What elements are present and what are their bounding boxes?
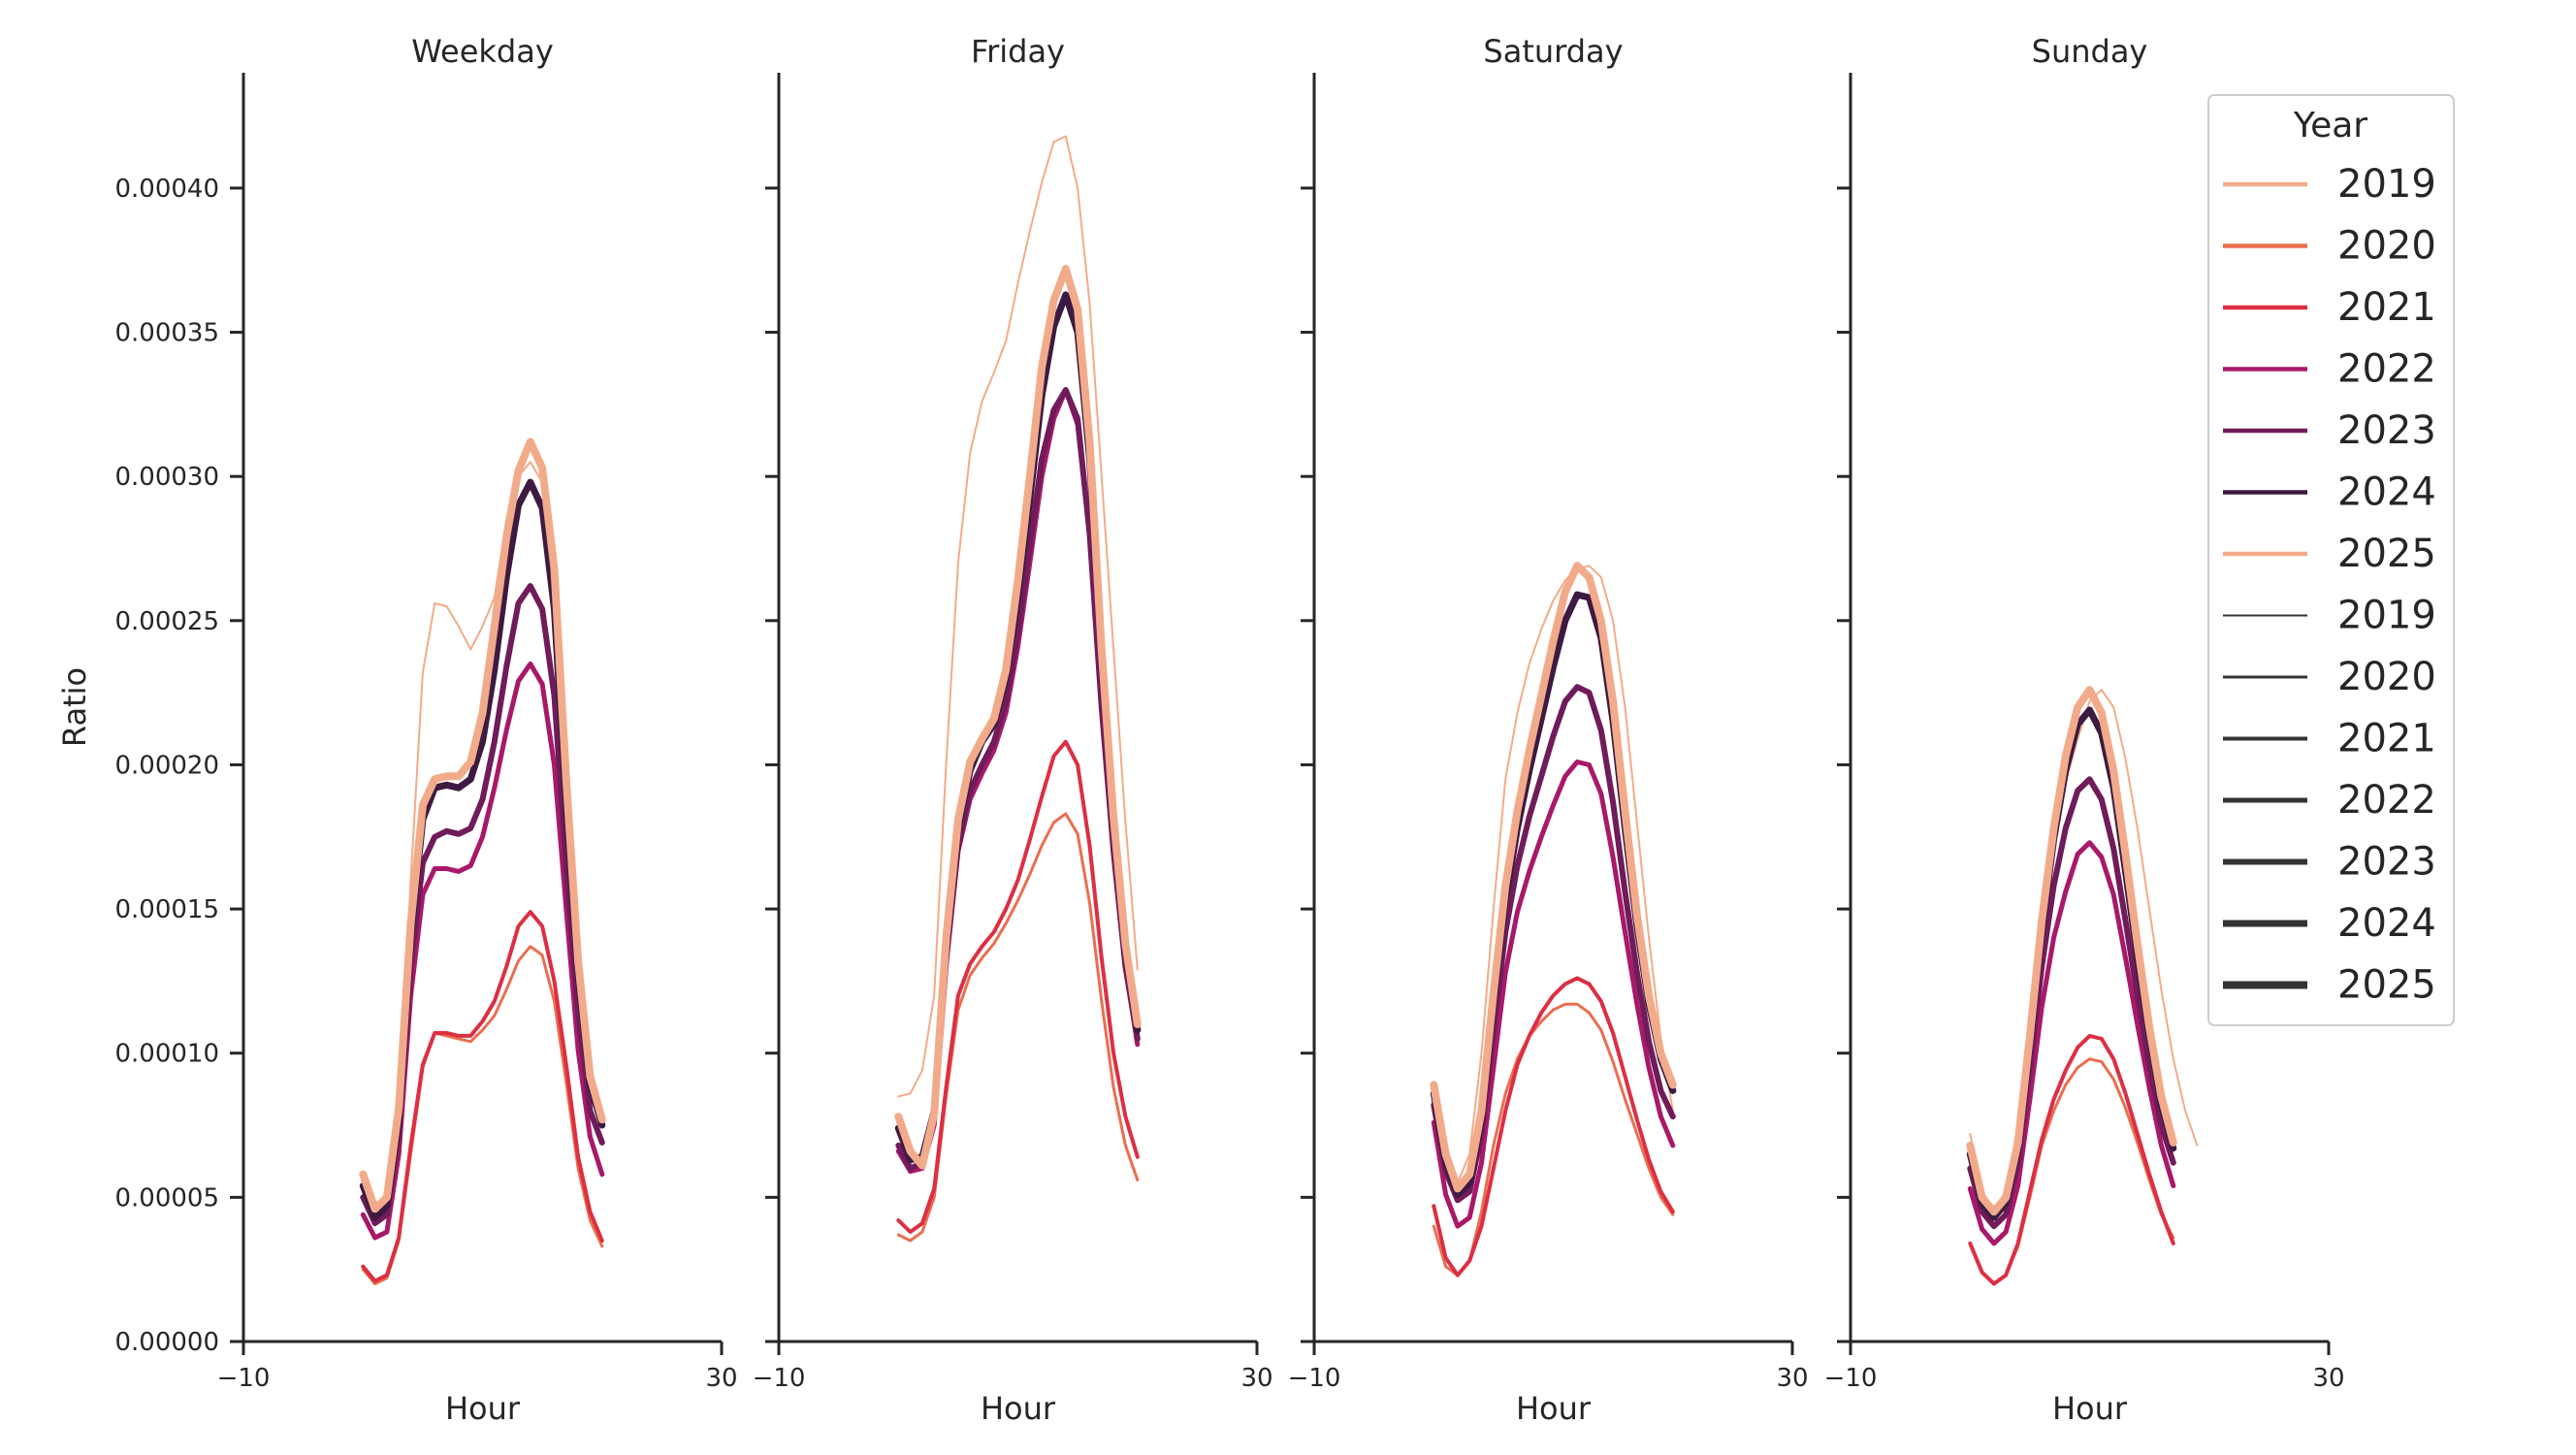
panel-title: Sunday	[2032, 33, 2148, 70]
panel-title: Friday	[971, 33, 1065, 70]
legend-label: 2019	[2337, 594, 2436, 638]
legend-label: 2025	[2337, 532, 2436, 576]
legend-label: 2022	[2337, 347, 2436, 392]
x-tick-label: −10	[1824, 1364, 1878, 1393]
y-tick-label: 0.00035	[114, 319, 219, 348]
x-tick-label: −10	[217, 1364, 271, 1393]
series-line-2021	[1968, 1033, 2175, 1286]
legend-label: 2021	[2337, 717, 2436, 761]
series-line-2023	[895, 387, 1141, 1172]
series-line-2022	[1431, 760, 1676, 1229]
x-tick-label: −10	[1288, 1364, 1341, 1393]
series-line-2025	[894, 265, 1142, 1170]
x-axis-label: Hour	[445, 1390, 521, 1427]
x-tick-label: 30	[1240, 1364, 1272, 1393]
series-line-2025	[359, 437, 606, 1213]
legend-label: 2023	[2337, 408, 2436, 453]
y-tick-label: 0.00040	[114, 175, 219, 204]
legend-label: 2019	[2337, 162, 2436, 207]
series-line-2020	[1432, 1002, 1675, 1277]
x-tick-label: 30	[2312, 1364, 2344, 1393]
series-line-2022	[895, 387, 1141, 1175]
x-tick-label: 30	[705, 1364, 737, 1393]
y-tick-label: 0.00020	[114, 751, 219, 780]
series-line-2022	[1967, 840, 2176, 1246]
legend-box	[2207, 94, 2455, 1026]
legend-label: 2023	[2337, 840, 2436, 885]
y-tick-label: 0.00005	[114, 1183, 219, 1212]
series-line-2025	[1966, 686, 2177, 1216]
y-tick-label: 0.00000	[114, 1328, 219, 1357]
y-tick-label: 0.00030	[114, 463, 219, 492]
legend-label: 2021	[2337, 285, 2436, 330]
x-axis-label: Hour	[2052, 1390, 2128, 1427]
series-line-2019	[897, 135, 1139, 1098]
series-line-2020	[1968, 1057, 2175, 1285]
legend-label: 2020	[2337, 224, 2436, 269]
y-axis-label: Ratio	[56, 667, 93, 747]
legend-label: 2024	[2337, 901, 2436, 946]
series-line-2021	[1432, 976, 1675, 1277]
x-axis-label: Hour	[1516, 1390, 1592, 1427]
legend-label: 2024	[2337, 470, 2436, 515]
panel-title: Saturday	[1483, 33, 1623, 70]
y-tick-label: 0.00015	[114, 895, 219, 924]
legend-label: 2020	[2337, 655, 2436, 699]
legend-label: 2022	[2337, 778, 2436, 823]
x-axis-label: Hour	[981, 1390, 1056, 1427]
legend-label: 2025	[2337, 963, 2436, 1008]
legend-title: Year	[2293, 106, 2367, 146]
series-line-2021	[896, 739, 1140, 1234]
panel-title: Weekday	[411, 33, 554, 70]
series-line-2023	[1967, 776, 2176, 1230]
y-tick-label: 0.00025	[114, 607, 219, 636]
x-tick-label: −10	[753, 1364, 806, 1393]
series-line-2025	[1430, 562, 1677, 1193]
y-tick-label: 0.00010	[114, 1040, 219, 1069]
series-line-2021	[361, 910, 604, 1283]
series-line-2019	[1433, 565, 1674, 1184]
x-tick-label: 30	[1776, 1364, 1808, 1393]
